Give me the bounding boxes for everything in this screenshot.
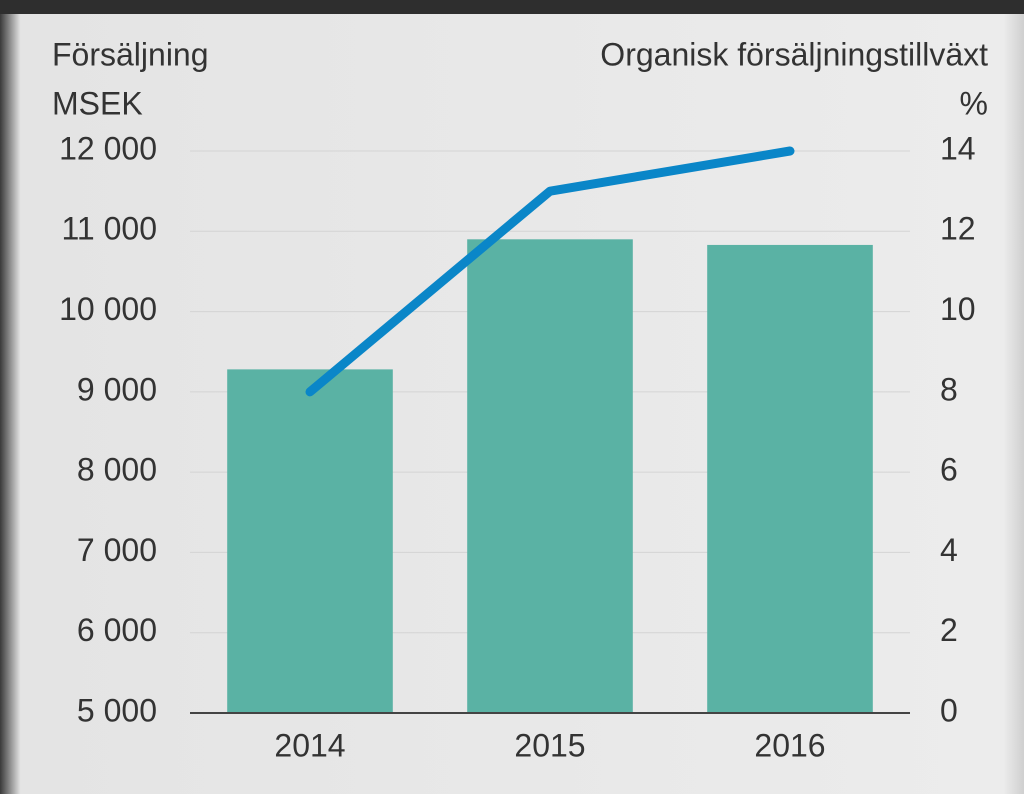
- y2-axis-title: Organisk försäljningstillväxt: [600, 36, 988, 72]
- y2-tick-label: 0: [940, 692, 958, 728]
- y2-tick-label: 2: [940, 612, 958, 648]
- x-tick-label: 2014: [274, 727, 345, 763]
- x-tick-label: 2016: [754, 727, 825, 763]
- y2-tick-label: 4: [940, 532, 958, 568]
- y2-tick-label: 6: [940, 452, 958, 488]
- y2-tick-label: 12: [940, 211, 976, 247]
- y2-tick-label: 10: [940, 291, 976, 327]
- y2-tick-label: 8: [940, 371, 958, 407]
- y-tick-label: 9 000: [77, 371, 157, 407]
- y-axis-unit: MSEK: [52, 85, 143, 121]
- y-tick-label: 6 000: [77, 612, 157, 648]
- y-tick-label: 10 000: [59, 291, 157, 327]
- y-tick-label: 7 000: [77, 532, 157, 568]
- bar: [707, 244, 873, 714]
- bar: [227, 369, 393, 713]
- line: [305, 146, 795, 397]
- x-tick-label: 2015: [514, 727, 585, 763]
- y-tick-label: 8 000: [77, 452, 157, 488]
- y2-tick-label: 14: [940, 130, 976, 166]
- y-tick-label: 11 000: [62, 211, 158, 247]
- y2-axis-unit: %: [960, 85, 988, 121]
- y-tick-label: 5 000: [77, 692, 157, 728]
- bar: [467, 239, 633, 714]
- y-tick-label: 12 000: [59, 130, 157, 166]
- top-strip: [0, 0, 1024, 14]
- y-axis-title: Försäljning: [52, 36, 209, 72]
